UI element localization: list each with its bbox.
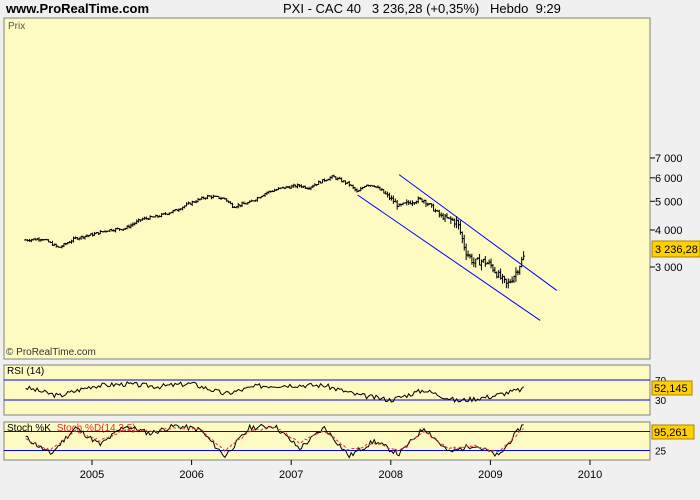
x-tick-label: 2005: [80, 469, 104, 481]
channel-line: [398, 174, 558, 291]
channel-line: [357, 194, 541, 321]
site-name: www.ProRealTime.com: [6, 1, 150, 16]
stoch-k-label: Stoch %K: [7, 423, 51, 434]
last-price-label: 3 236,28: [655, 244, 698, 256]
y-tick-label: 7 000: [655, 153, 683, 165]
watermark: © ProRealTime.com: [6, 347, 96, 358]
rsi-level-label: 30: [655, 396, 667, 407]
stoch-panel[interactable]: [3, 421, 651, 461]
y-tick-label: 6 000: [655, 173, 683, 185]
price-bar: [522, 251, 526, 261]
rsi-line: [25, 381, 524, 403]
chart-title: PXI - CAC 40 3 236,28 (+0,35%) Hebdo 9:2…: [283, 1, 561, 16]
rsi-panel-label: RSI (14): [7, 366, 44, 377]
price-panel[interactable]: [3, 17, 651, 360]
y-tick-label: 4 000: [655, 225, 683, 237]
x-tick-label: 2009: [478, 469, 502, 481]
last-price-tag: 3 236,28: [651, 240, 700, 258]
time-label: 9:29: [535, 1, 561, 16]
stoch-d-label: Stoch %D(14,3,5): [57, 423, 136, 434]
period-label: Hebdo: [490, 1, 529, 16]
price-series: [24, 174, 526, 289]
stoch-panel-label: Stoch %K Stoch %D(14,3,5): [7, 423, 136, 434]
x-tick-label: 2008: [379, 469, 403, 481]
y-tick-label: 5 000: [655, 196, 683, 208]
stoch-d-line: [25, 425, 524, 453]
rsi-tag: 52,145: [651, 380, 693, 396]
instrument-name: PXI - CAC 40: [283, 1, 362, 16]
rsi-panel[interactable]: [3, 364, 651, 416]
x-tick-label: 2010: [578, 469, 602, 481]
x-tick-label: 2007: [279, 469, 303, 481]
stoch-tag: 95,261: [651, 424, 695, 440]
stoch-last-value: 95,261: [654, 427, 688, 439]
time-x-axis: 2005 2006 2007 2008 2009 2010: [80, 460, 602, 481]
x-tick-label: 2006: [179, 469, 203, 481]
stoch-series: [25, 423, 524, 459]
price-panel-label: Prix: [8, 21, 25, 32]
price-y-axis: 3 000 4 000 5 000 6 000 7 000: [650, 153, 683, 274]
price-change: 3 236,28 (+0,35%): [371, 1, 480, 16]
rsi-last-value: 52,145: [654, 383, 688, 395]
rsi-series: [25, 381, 524, 403]
stoch-level-label: 25: [655, 447, 667, 458]
channel-lines: [357, 174, 558, 321]
y-tick-label: 3 000: [655, 262, 683, 274]
